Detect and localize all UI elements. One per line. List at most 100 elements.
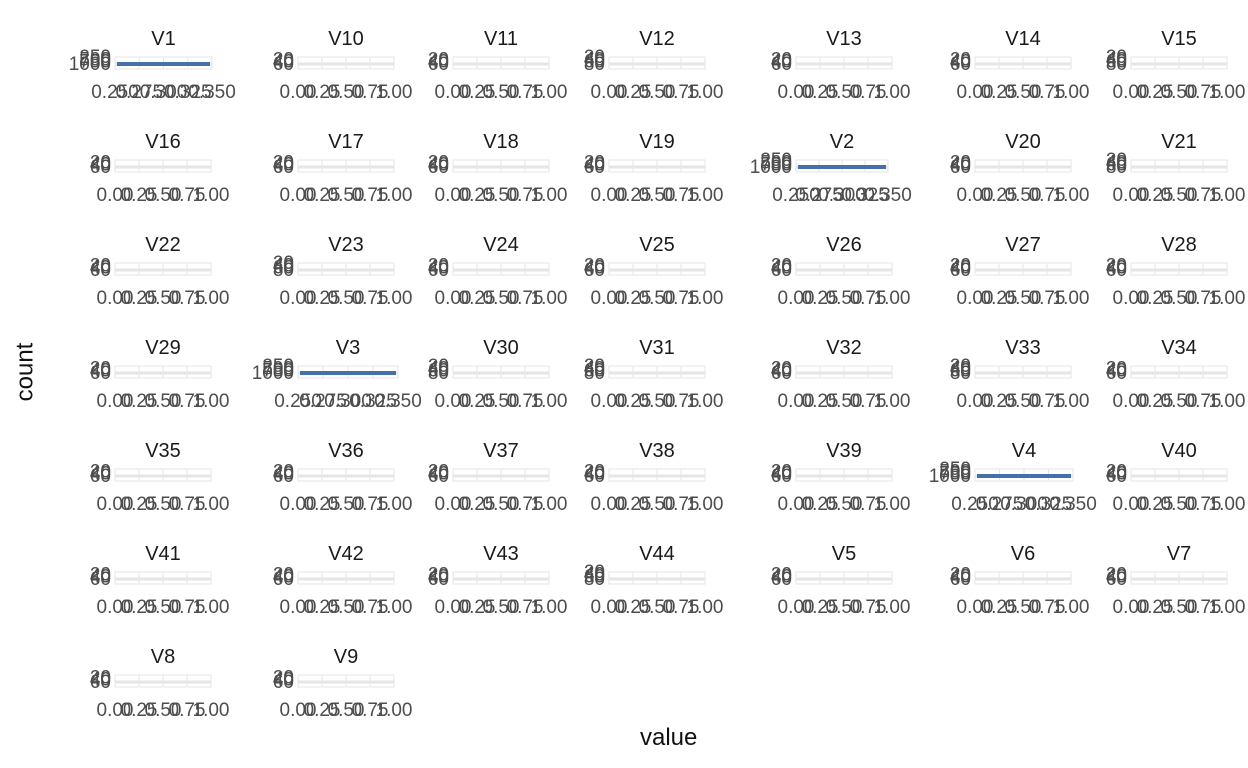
x-tick-label: 0.75 bbox=[1185, 288, 1222, 309]
x-tick-label: 1.00 bbox=[687, 391, 724, 412]
x-tick-label: 0.75 bbox=[663, 494, 700, 515]
x-tick-label: 0.00 bbox=[435, 391, 472, 412]
x-tick-label: 0.50 bbox=[1005, 185, 1042, 206]
x-tick-label: 0.50 bbox=[826, 82, 863, 103]
y-tick-label: 60 bbox=[1106, 363, 1127, 384]
facet-title: V13 bbox=[826, 28, 862, 50]
x-tick-label: 0.00 bbox=[280, 700, 317, 721]
x-tick-label: 0.325 bbox=[164, 82, 212, 103]
facet-title: V12 bbox=[639, 28, 675, 50]
x-tick-label: 0.325 bbox=[841, 185, 889, 206]
y-tick-label: 60 bbox=[584, 466, 605, 487]
x-tick-label: 0.00 bbox=[97, 391, 134, 412]
y-tick-label: 20 bbox=[771, 49, 792, 70]
x-tick-label: 0.75 bbox=[663, 597, 700, 618]
x-tick-label: 0.75 bbox=[169, 700, 206, 721]
facet-title: V18 bbox=[483, 131, 519, 153]
x-tick-label: 0.75 bbox=[663, 185, 700, 206]
x-tick-label: 1.00 bbox=[193, 288, 230, 309]
facet-title: V32 bbox=[826, 337, 862, 359]
x-tick-label: 0.00 bbox=[435, 288, 472, 309]
y-tick-label: 20 bbox=[90, 667, 111, 688]
y-tick-label: 60 bbox=[428, 569, 449, 590]
x-tick-label: 0.300 bbox=[1000, 494, 1048, 515]
y-tick-label: 60 bbox=[90, 672, 111, 693]
x-tick-label: 0.00 bbox=[280, 82, 317, 103]
y-tick-label: 20 bbox=[273, 253, 294, 274]
y-tick-label: 20 bbox=[950, 564, 971, 585]
x-tick-label: 0.50 bbox=[328, 597, 365, 618]
x-tick-label: 0.75 bbox=[169, 288, 206, 309]
x-tick-label: 0.25 bbox=[1137, 185, 1174, 206]
y-tick-label: 20 bbox=[273, 49, 294, 70]
x-axis-title: value bbox=[640, 724, 698, 751]
y-tick-label: 20 bbox=[273, 152, 294, 173]
facet-title: V5 bbox=[832, 543, 856, 565]
x-tick-label: 0.25 bbox=[121, 597, 158, 618]
y-tick-label: 1000 bbox=[929, 466, 971, 487]
x-tick-label: 0.75 bbox=[352, 700, 389, 721]
x-tick-label: 0.275 bbox=[299, 391, 347, 412]
x-tick-label: 0.25 bbox=[802, 288, 839, 309]
x-tick-label: 0.25 bbox=[981, 597, 1018, 618]
x-tick-label: 0.75 bbox=[507, 288, 544, 309]
x-tick-label: 0.50 bbox=[1161, 391, 1198, 412]
x-tick-label: 1.00 bbox=[874, 494, 911, 515]
x-tick-label: 0.00 bbox=[280, 185, 317, 206]
x-tick-label: 0.75 bbox=[507, 185, 544, 206]
y-tick-label: 40 bbox=[950, 155, 971, 176]
y-tick-label: 20 bbox=[428, 255, 449, 276]
x-tick-label: 0.75 bbox=[352, 597, 389, 618]
y-tick-label: 500 bbox=[262, 358, 294, 379]
x-tick-label: 0.00 bbox=[1113, 185, 1150, 206]
facet-title: V34 bbox=[1161, 337, 1197, 359]
histogram-bar bbox=[977, 474, 1071, 478]
y-tick-label: 60 bbox=[90, 569, 111, 590]
x-tick-label: 0.50 bbox=[639, 185, 676, 206]
y-tick-label: 40 bbox=[90, 464, 111, 485]
x-tick-label: 0.300 bbox=[140, 82, 188, 103]
x-tick-label: 0.50 bbox=[483, 82, 520, 103]
x-tick-label: 1.00 bbox=[687, 597, 724, 618]
y-tick-label: 60 bbox=[584, 52, 605, 73]
x-tick-label: 0.00 bbox=[1113, 288, 1150, 309]
x-tick-label: 0.00 bbox=[591, 185, 628, 206]
facet-title: V30 bbox=[483, 337, 519, 359]
x-tick-label: 0.25 bbox=[981, 185, 1018, 206]
x-tick-label: 1.00 bbox=[376, 288, 413, 309]
y-tick-label: 40 bbox=[273, 155, 294, 176]
y-tick-label: 80 bbox=[1106, 157, 1127, 178]
x-tick-label: 0.75 bbox=[507, 391, 544, 412]
x-tick-label: 0.00 bbox=[97, 700, 134, 721]
x-tick-label: 0.25 bbox=[1137, 288, 1174, 309]
y-tick-label: 60 bbox=[771, 466, 792, 487]
x-tick-label: 0.00 bbox=[97, 494, 134, 515]
x-tick-label: 0.00 bbox=[778, 597, 815, 618]
x-tick-label: 0.00 bbox=[778, 288, 815, 309]
x-tick-label: 0.25 bbox=[459, 494, 496, 515]
x-tick-label: 0.50 bbox=[1005, 288, 1042, 309]
facet-title: V23 bbox=[328, 234, 364, 256]
facet-title: V20 bbox=[1005, 131, 1041, 153]
x-tick-label: 0.50 bbox=[483, 288, 520, 309]
facet-title: V19 bbox=[639, 131, 675, 153]
x-tick-label: 0.275 bbox=[795, 185, 843, 206]
y-tick-label: 60 bbox=[950, 260, 971, 281]
x-tick-label: 0.00 bbox=[591, 494, 628, 515]
y-tick-label: 40 bbox=[950, 358, 971, 379]
facet-title: V27 bbox=[1005, 234, 1041, 256]
y-tick-label: 750 bbox=[760, 155, 792, 176]
y-tick-label: 60 bbox=[1106, 52, 1127, 73]
y-tick-label: 750 bbox=[79, 52, 111, 73]
x-tick-label: 0.00 bbox=[435, 494, 472, 515]
x-tick-label: 0.50 bbox=[639, 597, 676, 618]
y-tick-label: 60 bbox=[771, 54, 792, 75]
facet-title: V29 bbox=[145, 337, 181, 359]
x-tick-label: 1.00 bbox=[376, 185, 413, 206]
